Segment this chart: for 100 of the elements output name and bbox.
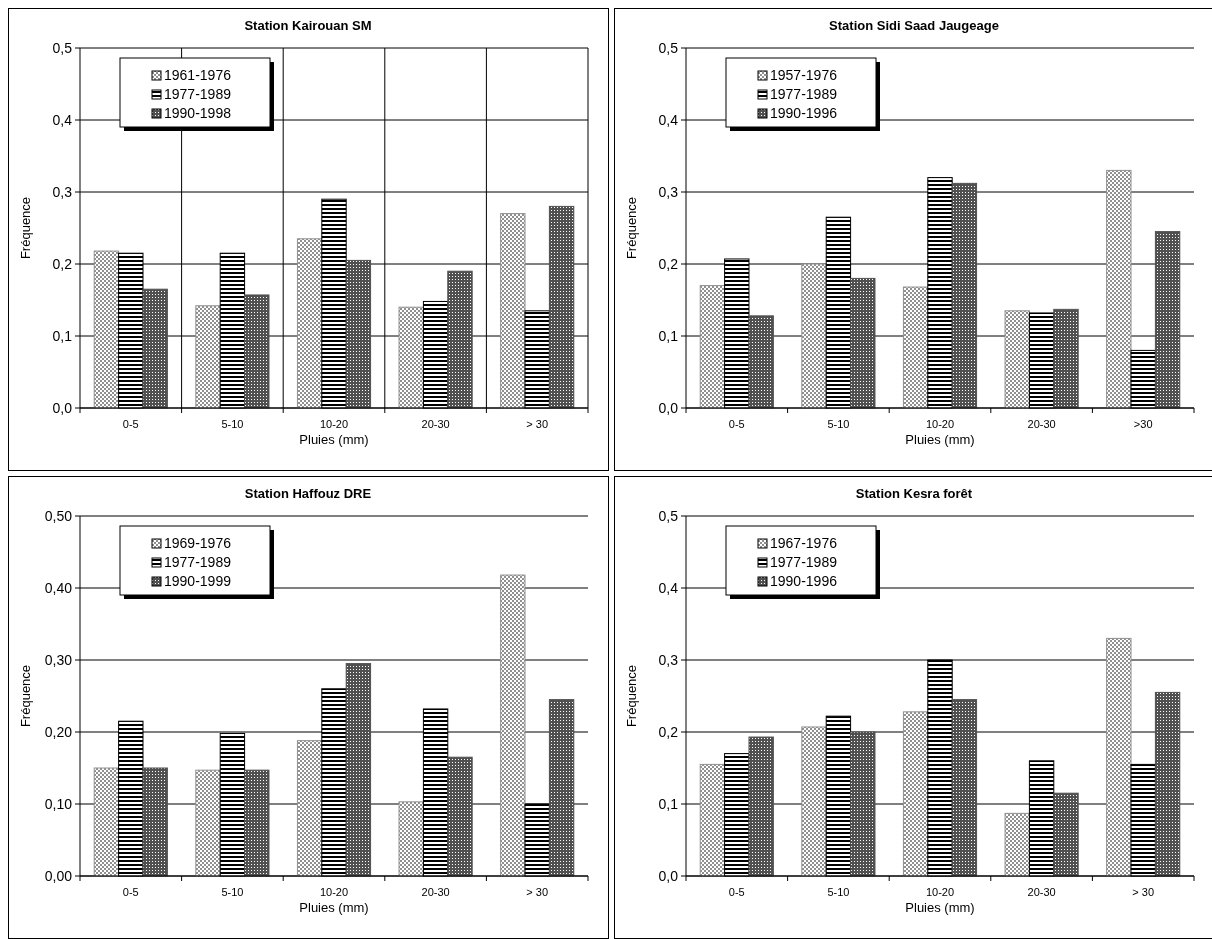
y-tick-label: 0,0 bbox=[52, 399, 73, 416]
x-tick-label: 20-30 bbox=[1027, 418, 1056, 430]
bar bbox=[296, 740, 323, 877]
bar bbox=[1004, 310, 1030, 409]
y-tick-label: 0,1 bbox=[658, 327, 679, 344]
x-tick-label: 10-20 bbox=[925, 886, 955, 898]
x-axis-title: Pluies (mm) bbox=[905, 900, 975, 915]
chart-title: Station Sidi Saad Jaugeage bbox=[829, 18, 999, 33]
bar bbox=[195, 305, 221, 409]
bar bbox=[1004, 812, 1030, 877]
bar bbox=[902, 711, 929, 877]
y-tick-label: 0,5 bbox=[658, 507, 679, 524]
legend-label: 1977-1989 bbox=[164, 554, 232, 570]
bar bbox=[1106, 637, 1132, 877]
bar bbox=[1053, 308, 1079, 409]
x-tick-label: 5-10 bbox=[221, 418, 244, 430]
y-tick-label: 0,50 bbox=[44, 507, 73, 524]
y-axis-title: Fréquence bbox=[18, 196, 33, 260]
bar bbox=[902, 286, 929, 409]
bar bbox=[801, 726, 827, 877]
y-tick-label: 0,40 bbox=[44, 579, 73, 596]
legend-label: 1990-1999 bbox=[164, 573, 232, 589]
x-tick-label: 5-10 bbox=[221, 886, 244, 898]
legend-label: 1957-1976 bbox=[770, 67, 838, 83]
bar bbox=[951, 699, 978, 877]
y-axis-title: Fréquence bbox=[624, 196, 639, 260]
x-axis-title: Pluies (mm) bbox=[299, 900, 369, 915]
y-tick-label: 0,1 bbox=[52, 327, 73, 344]
bar bbox=[850, 277, 876, 409]
bar bbox=[951, 182, 978, 409]
legend-label: 1969-1976 bbox=[164, 535, 232, 551]
chart-title: Station Kesra forêt bbox=[855, 486, 973, 501]
y-tick-label: 0,2 bbox=[658, 723, 679, 740]
y-tick-label: 0,3 bbox=[658, 651, 679, 668]
bar bbox=[801, 263, 827, 409]
bar bbox=[398, 801, 424, 877]
y-tick-label: 0,4 bbox=[658, 579, 679, 596]
y-axis-title: Fréquence bbox=[624, 664, 639, 728]
y-tick-label: 0,5 bbox=[52, 39, 73, 56]
bar bbox=[748, 315, 774, 409]
legend-label: 1977-1989 bbox=[770, 86, 838, 102]
bar bbox=[548, 205, 575, 409]
y-axis-title: Fréquence bbox=[18, 664, 33, 728]
legend-label: 1961-1976 bbox=[164, 67, 232, 83]
bar bbox=[1053, 792, 1079, 877]
x-tick-label: 5-10 bbox=[827, 886, 850, 898]
y-tick-label: 0,20 bbox=[44, 723, 73, 740]
x-tick-label: > 30 bbox=[526, 418, 549, 430]
bar bbox=[398, 306, 424, 409]
x-tick-label: 0-5 bbox=[728, 886, 745, 898]
bar bbox=[345, 259, 372, 409]
x-tick-label: > 30 bbox=[1132, 886, 1155, 898]
bar bbox=[1154, 231, 1181, 409]
x-tick-label: >30 bbox=[1133, 418, 1153, 430]
x-tick-label: 10-20 bbox=[319, 418, 349, 430]
y-tick-label: 0,00 bbox=[44, 867, 73, 884]
bar bbox=[500, 213, 526, 409]
y-tick-label: 0,4 bbox=[52, 111, 73, 128]
bar bbox=[93, 767, 120, 877]
chart-title: Station Haffouz DRE bbox=[244, 486, 372, 501]
bar bbox=[244, 769, 270, 877]
x-tick-label: 20-30 bbox=[421, 418, 450, 430]
x-tick-label: 20-30 bbox=[1027, 886, 1056, 898]
bar bbox=[699, 285, 726, 409]
bar bbox=[93, 250, 120, 409]
legend-label: 1990-1996 bbox=[770, 105, 838, 121]
y-tick-label: 0,3 bbox=[658, 183, 679, 200]
x-tick-label: > 30 bbox=[526, 886, 549, 898]
bar bbox=[548, 699, 575, 877]
bar bbox=[142, 767, 168, 877]
bar bbox=[500, 574, 526, 877]
y-tick-label: 0,10 bbox=[44, 795, 73, 812]
x-axis-title: Pluies (mm) bbox=[905, 432, 975, 447]
y-tick-label: 0,0 bbox=[658, 399, 679, 416]
legend-label: 1977-1989 bbox=[164, 86, 232, 102]
x-tick-label: 20-30 bbox=[421, 886, 450, 898]
bar bbox=[748, 736, 774, 877]
y-tick-label: 0,2 bbox=[52, 255, 73, 272]
x-axis-title: Pluies (mm) bbox=[299, 432, 369, 447]
bar bbox=[447, 270, 473, 409]
x-tick-label: 10-20 bbox=[925, 418, 955, 430]
legend-label: 1990-1996 bbox=[770, 573, 838, 589]
y-tick-label: 0,2 bbox=[658, 255, 679, 272]
x-tick-label: 5-10 bbox=[827, 418, 850, 430]
bar bbox=[699, 763, 726, 877]
x-tick-label: 10-20 bbox=[319, 886, 349, 898]
bar bbox=[244, 294, 270, 409]
chart-title: Station Kairouan SM bbox=[244, 18, 372, 33]
bar bbox=[850, 731, 876, 877]
x-tick-label: 0-5 bbox=[122, 886, 139, 898]
x-tick-label: 0-5 bbox=[122, 418, 139, 430]
x-tick-label: 0-5 bbox=[728, 418, 745, 430]
bar bbox=[447, 756, 473, 877]
y-tick-label: 0,5 bbox=[658, 39, 679, 56]
y-tick-label: 0,1 bbox=[658, 795, 679, 812]
bar bbox=[1106, 169, 1132, 409]
bar bbox=[345, 663, 372, 877]
legend-label: 1967-1976 bbox=[770, 535, 838, 551]
legend-label: 1990-1998 bbox=[164, 105, 232, 121]
y-tick-label: 0,4 bbox=[658, 111, 679, 128]
